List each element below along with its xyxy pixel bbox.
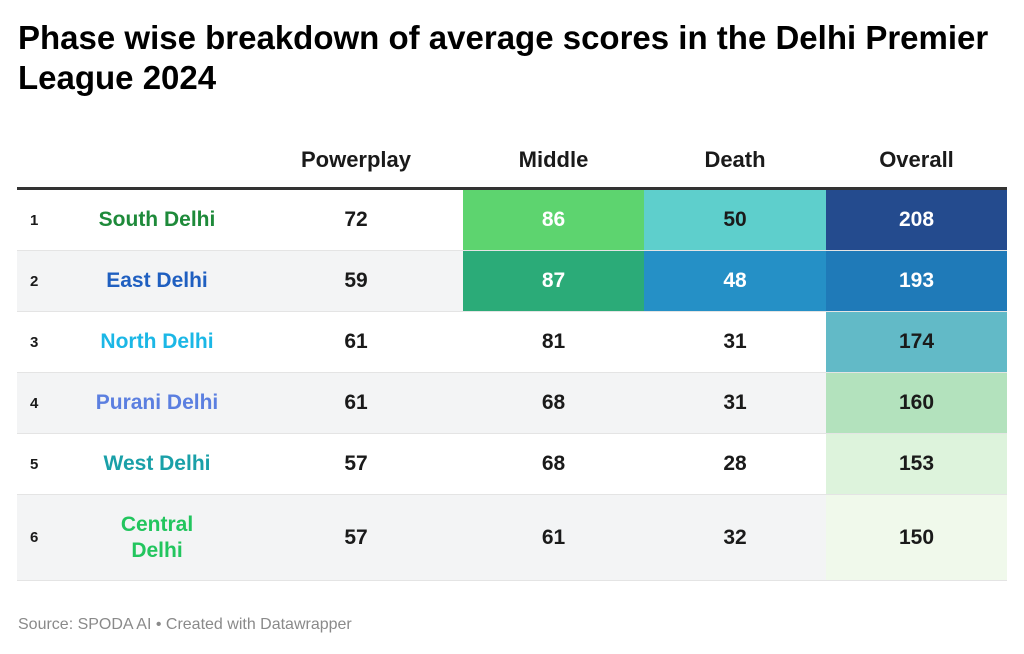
team-name: West Delhi — [77, 434, 237, 494]
powerplay-score: 72 — [281, 190, 431, 250]
team-name: South Delhi — [77, 190, 237, 250]
overall-score: 193 — [826, 251, 1007, 311]
death-score: 28 — [644, 434, 826, 494]
rank-cell: 3 — [17, 312, 77, 372]
overall-score-value: 153 — [898, 452, 935, 475]
team-name-value: East Delhi — [106, 269, 208, 292]
powerplay-score-value: 72 — [344, 208, 368, 231]
middle-score-value: 61 — [541, 525, 566, 549]
score-table: Powerplay Middle Death Overall 1 South De… — [17, 130, 1007, 581]
overall-score-value: 150 — [898, 525, 935, 549]
header-overall: Overall — [879, 147, 954, 172]
powerplay-score: 59 — [281, 251, 431, 311]
rank-cell: 1 — [17, 190, 77, 250]
middle-score: 81 — [463, 312, 644, 372]
team-name-value: Purani Delhi — [95, 391, 219, 414]
rank-cell-value: 6 — [30, 529, 39, 546]
middle-score-value: 68 — [541, 391, 566, 414]
team-name-value: South Delhi — [98, 208, 216, 231]
middle-score: 86 — [463, 190, 644, 250]
overall-score: 208 — [826, 190, 1007, 250]
table-row: 2 East Delhi 59 87 48 193 — [17, 251, 1007, 312]
powerplay-score: 57 — [281, 434, 431, 494]
table-row: 5 West Delhi 57 68 28 153 — [17, 434, 1007, 495]
middle-score: 87 — [463, 251, 644, 311]
team-name: East Delhi — [77, 251, 237, 311]
death-score-value: 28 — [723, 452, 747, 475]
rank-cell-value: 5 — [30, 455, 39, 473]
table-row: 4 Purani Delhi 61 68 31 160 — [17, 373, 1007, 434]
team-name-value: Central Delhi — [120, 512, 194, 562]
team-name-value: North Delhi — [100, 330, 214, 353]
overall-score: 160 — [826, 373, 1007, 433]
overall-score-value: 160 — [898, 391, 935, 414]
overall-score: 153 — [826, 434, 1007, 494]
powerplay-score-value: 57 — [344, 452, 368, 475]
middle-score-value: 87 — [541, 269, 566, 292]
powerplay-score-value: 61 — [344, 330, 368, 353]
header-rank — [17, 130, 77, 190]
rank-cell: 6 — [17, 495, 77, 580]
powerplay-score: 61 — [281, 312, 431, 372]
death-score-value: 31 — [723, 330, 747, 353]
powerplay-score: 61 — [281, 373, 431, 433]
overall-score-value: 174 — [898, 330, 935, 353]
header-death: Death — [704, 147, 766, 172]
table-row: 1 South Delhi 72 86 50 208 — [17, 190, 1007, 251]
middle-score: 68 — [463, 434, 644, 494]
overall-score: 174 — [826, 312, 1007, 372]
team-name: Central Delhi — [77, 495, 237, 580]
death-score: 31 — [644, 312, 826, 372]
header-middle: Middle — [518, 147, 589, 172]
team-name: Purani Delhi — [77, 373, 237, 433]
table-header: Powerplay Middle Death Overall — [17, 130, 1007, 190]
death-score: 32 — [644, 495, 826, 580]
powerplay-score: 57 — [281, 495, 431, 580]
header-powerplay: Powerplay — [300, 147, 412, 172]
team-name-value: West Delhi — [103, 452, 211, 475]
team-name: North Delhi — [77, 312, 237, 372]
overall-score: 150 — [826, 495, 1007, 580]
rank-cell: 4 — [17, 373, 77, 433]
rank-cell: 5 — [17, 434, 77, 494]
rank-cell-value: 4 — [30, 394, 39, 412]
middle-score-value: 86 — [541, 208, 566, 231]
middle-score-value: 68 — [541, 452, 566, 475]
middle-score: 68 — [463, 373, 644, 433]
overall-score-value: 208 — [898, 208, 935, 231]
table-row: 6 Central Delhi 57 61 32 150 — [17, 495, 1007, 581]
middle-score-value: 81 — [541, 330, 566, 353]
header-team — [77, 130, 237, 190]
powerplay-score-value: 59 — [344, 269, 368, 292]
powerplay-score-value: 61 — [344, 391, 368, 414]
powerplay-score-value: 57 — [344, 525, 368, 549]
rank-cell: 2 — [17, 251, 77, 311]
death-score-value: 50 — [723, 208, 747, 231]
middle-score: 61 — [463, 495, 644, 580]
table-body: 1 South Delhi 72 86 50 208 2 East Delhi 59 87 48 19… — [17, 190, 1007, 581]
source-note: Source: SPODA AI • Created with Datawrap… — [18, 616, 352, 633]
rank-cell-value: 1 — [30, 211, 39, 229]
overall-score-value: 193 — [898, 269, 935, 292]
death-score-value: 31 — [723, 391, 747, 414]
death-score-value: 48 — [723, 269, 747, 292]
rank-cell-value: 3 — [30, 333, 39, 351]
death-score: 31 — [644, 373, 826, 433]
death-score: 48 — [644, 251, 826, 311]
table-row: 3 North Delhi 61 81 31 174 — [17, 312, 1007, 373]
chart-title: Phase wise breakdown of average scores i… — [18, 19, 989, 96]
death-score-value: 32 — [723, 525, 747, 549]
death-score: 50 — [644, 190, 826, 250]
rank-cell-value: 2 — [30, 272, 39, 290]
